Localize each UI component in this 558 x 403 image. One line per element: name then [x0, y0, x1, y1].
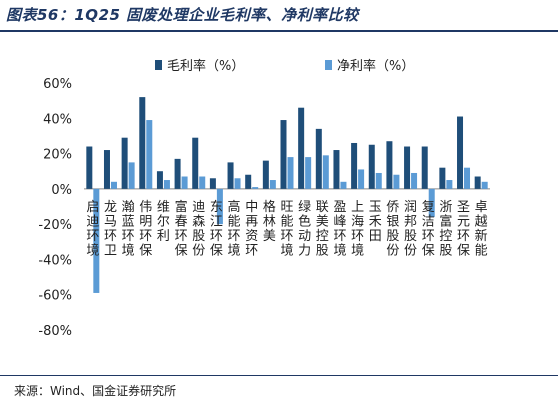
y-tick-label: -60% [38, 289, 72, 304]
category-label: 盈峰环境 [333, 200, 346, 259]
source-note: 来源：Wind、国金证券研究所 [14, 384, 177, 398]
bar-gross-20 [439, 167, 446, 189]
bar-gross-7 [209, 178, 216, 189]
y-tick-label: -20% [38, 218, 72, 233]
bar-net-1 [110, 181, 117, 189]
bar-gross-11 [280, 120, 287, 189]
category-label: 高能环境 [228, 199, 241, 259]
bar-gross-18 [404, 146, 411, 189]
category-label: 龙马环卫 [104, 200, 117, 259]
bar-net-11 [287, 157, 294, 189]
category-label: 绿色动力 [298, 200, 311, 259]
category-label: 联美控股 [316, 200, 329, 259]
bar-net-19 [428, 188, 435, 218]
bar-gross-5 [174, 158, 181, 189]
legend-label-1: 净利率（%） [337, 58, 414, 74]
category-label: 启迪环境 [86, 200, 99, 259]
category-label: 迪森股份 [192, 200, 205, 259]
category-label: 浙富控股 [439, 200, 452, 259]
bar-gross-3 [139, 97, 146, 189]
bar-net-21 [464, 167, 471, 189]
bar-gross-10 [262, 160, 269, 189]
y-tick-label: 60% [43, 77, 72, 92]
bar-gross-14 [333, 150, 340, 189]
y-tick-label: -40% [38, 253, 72, 268]
bar-gross-21 [457, 116, 464, 189]
bar-net-22 [481, 181, 488, 189]
bar-gross-15 [351, 142, 358, 189]
category-label: 伟明环保 [139, 200, 152, 259]
category-label: 卓越新能 [475, 200, 488, 259]
legend-label-0: 毛利率（%） [167, 58, 244, 74]
category-label: 东江环保 [210, 200, 223, 259]
bar-gross-17 [386, 141, 393, 189]
legend-swatch-0 [155, 60, 162, 70]
bar-gross-12 [298, 107, 305, 189]
category-label: 复洁环保 [422, 200, 435, 259]
bar-net-7 [216, 188, 223, 225]
y-tick-label: 0% [51, 183, 72, 198]
category-label: 润邦股份 [404, 200, 417, 259]
bar-net-12 [305, 157, 312, 189]
bar-net-14 [340, 181, 347, 189]
bar-net-10 [269, 180, 276, 189]
bar-gross-19 [421, 146, 428, 189]
y-tick-label: 20% [43, 148, 72, 163]
bar-net-13 [322, 155, 329, 189]
bar-net-16 [375, 172, 382, 189]
bar-net-8 [234, 178, 241, 189]
bar-gross-22 [474, 176, 481, 189]
bar-gross-2 [121, 137, 128, 189]
source-rule [0, 375, 558, 376]
bar-net-2 [128, 162, 135, 189]
category-label: 旺能环境 [280, 200, 293, 259]
bar-net-0 [93, 188, 100, 293]
bar-gross-16 [368, 144, 375, 189]
category-label: 上海环境 [351, 200, 364, 259]
bar-net-15 [358, 169, 365, 189]
y-tick-label: -80% [38, 324, 72, 339]
category-label: 玉禾田 [369, 200, 382, 244]
y-tick-label: 40% [43, 112, 72, 127]
bar-gross-8 [227, 162, 234, 189]
bar-gross-4 [156, 171, 163, 189]
bar-net-3 [146, 120, 153, 189]
category-label: 圣元环保 [457, 200, 470, 259]
legend-swatch-1 [325, 60, 332, 70]
bar-net-6 [199, 176, 206, 189]
bar-net-20 [446, 180, 453, 189]
category-label: 侨银股份 [386, 200, 399, 259]
bar-gross-9 [245, 174, 252, 189]
bar-net-9 [252, 187, 259, 189]
bar-gross-6 [192, 137, 199, 189]
category-label: 维尔利 [157, 200, 170, 244]
bar-gross-13 [315, 128, 322, 189]
category-label: 瀚蓝环境 [122, 200, 135, 259]
category-label: 中再资环 [245, 200, 258, 259]
chart-title: 图表56：1Q25 固废处理企业毛利率、净利率比较 [6, 6, 359, 24]
bar-net-18 [411, 172, 418, 189]
bar-net-17 [393, 174, 400, 189]
title-rule [0, 30, 558, 32]
bar-gross-0 [86, 146, 93, 189]
bar-net-4 [163, 180, 170, 189]
bar-net-5 [181, 176, 188, 189]
bar-chart: 毛利率（%） 净利率（%） 60% 40% 20% 0% -20% -40% -60% -80% 启… [38, 58, 490, 339]
category-label: 格林美 [263, 199, 276, 244]
bar-gross-1 [103, 150, 110, 189]
category-label: 富春环保 [175, 199, 188, 259]
